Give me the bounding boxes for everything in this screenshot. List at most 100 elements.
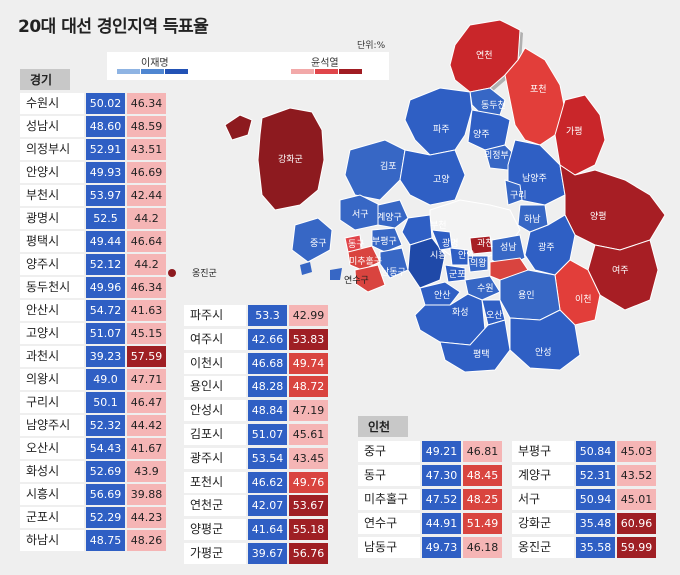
map-label-gyeyang: 계양구 bbox=[377, 211, 402, 223]
map-label-ansan: 안산 bbox=[434, 290, 451, 301]
map-label-seongnam: 성남 bbox=[500, 242, 517, 253]
row-yoon-value: 60.96 bbox=[617, 513, 656, 534]
row-yoon-value: 48.25 bbox=[463, 489, 502, 510]
row-yoon-value: 48.26 bbox=[127, 530, 166, 551]
row-name: 강화군 bbox=[512, 513, 574, 534]
row-yoon-value: 45.03 bbox=[617, 441, 656, 462]
row-lee-value: 52.32 bbox=[86, 415, 125, 436]
map-region-goyang bbox=[399, 149, 466, 206]
row-yoon-value: 59.99 bbox=[617, 537, 656, 558]
map-label-pocheon: 포천 bbox=[530, 84, 547, 95]
leg-lee-swatch bbox=[117, 69, 140, 74]
row-name: 연천군 bbox=[184, 495, 246, 517]
row-yoon-value: 46.81 bbox=[463, 441, 502, 462]
row-name: 하남시 bbox=[20, 530, 84, 551]
row-name: 광주시 bbox=[184, 447, 246, 469]
incheon-section-label: 인천 bbox=[358, 416, 408, 437]
map-label-namyangju: 남양주 bbox=[522, 173, 547, 184]
map-label-hanam: 하남 bbox=[524, 214, 541, 225]
row-lee-value: 47.52 bbox=[422, 489, 461, 510]
row-yoon-value: 43.45 bbox=[289, 447, 328, 469]
map-label-paju: 파주 bbox=[433, 124, 450, 135]
row-yoon-value: 43.52 bbox=[617, 465, 656, 486]
map-region-ansan bbox=[419, 281, 461, 306]
map-label-anseong: 안성 bbox=[535, 347, 552, 358]
map-label-bucheon: 부천 bbox=[430, 220, 447, 231]
map-region-michuhol bbox=[347, 245, 381, 271]
row-yoon-value: 44.23 bbox=[127, 507, 166, 528]
row-lee-value: 48.75 bbox=[86, 530, 125, 551]
row-lee-value: 52.12 bbox=[86, 254, 125, 275]
row-name: 김포시 bbox=[184, 424, 246, 445]
row-name: 의정부시 bbox=[20, 139, 84, 160]
map-region-pyeongtaek bbox=[439, 319, 511, 373]
map-label-siheung: 시흥 bbox=[430, 249, 447, 261]
row-lee-value: 48.60 bbox=[86, 116, 125, 137]
row-name: 시흥시 bbox=[20, 484, 84, 505]
row-lee-value: 49.21 bbox=[422, 441, 461, 462]
row-yoon-value: 41.63 bbox=[127, 300, 166, 321]
row-name: 부천시 bbox=[20, 185, 84, 206]
map-label-ganghwa: 강화군 bbox=[278, 154, 303, 165]
row-yoon-value: 42.99 bbox=[289, 305, 328, 326]
row-yoon-value: 53.67 bbox=[289, 495, 328, 517]
legend: 이재명 윤석열 bbox=[107, 52, 389, 80]
row-name: 동구 bbox=[358, 465, 420, 486]
row-lee-value: 52.5 bbox=[86, 208, 125, 229]
leg-yoon-swatch bbox=[291, 69, 314, 74]
map-label-bupyeong: 부평구 bbox=[372, 236, 397, 247]
row-lee-value: 44.91 bbox=[422, 513, 461, 534]
row-yoon-value: 45.61 bbox=[289, 424, 328, 445]
row-name: 가평군 bbox=[184, 543, 246, 564]
row-yoon-value: 44.42 bbox=[127, 415, 166, 436]
map-region-suwon bbox=[464, 275, 501, 301]
map-region-siheung bbox=[407, 237, 446, 289]
map-label-namdong: 남동구 bbox=[381, 267, 406, 278]
legend-lee-label: 이재명 bbox=[141, 58, 169, 69]
map-region-gapyeong bbox=[554, 94, 606, 176]
row-yoon-value: 46.34 bbox=[127, 277, 166, 298]
map-region-junggu bbox=[291, 217, 333, 263]
row-name: 화성시 bbox=[20, 461, 84, 482]
row-yoon-value: 46.34 bbox=[127, 93, 166, 114]
row-lee-value: 53.97 bbox=[86, 185, 125, 206]
map-region-bupyeong bbox=[371, 227, 403, 253]
row-name: 여주시 bbox=[184, 328, 246, 350]
row-name: 수원시 bbox=[20, 93, 84, 114]
row-lee-value: 51.07 bbox=[248, 424, 287, 445]
row-lee-value: 42.07 bbox=[248, 495, 287, 517]
row-lee-value: 52.91 bbox=[86, 139, 125, 160]
map-label-gapyeong: 가평 bbox=[566, 126, 583, 137]
row-yoon-value: 42.44 bbox=[127, 185, 166, 206]
map-label-goyang: 고양 bbox=[433, 174, 450, 185]
legend-yoon-label: 윤석열 bbox=[311, 58, 339, 69]
map-label-pyeongtaek: 평택 bbox=[473, 349, 490, 360]
row-lee-value: 35.58 bbox=[576, 537, 615, 558]
row-lee-value: 46.68 bbox=[248, 352, 287, 374]
row-lee-value: 49.44 bbox=[86, 231, 125, 252]
map-label-gwangju: 광주 bbox=[538, 241, 555, 253]
row-lee-value: 42.66 bbox=[248, 328, 287, 350]
row-yoon-value: 46.69 bbox=[127, 162, 166, 183]
row-name: 군포시 bbox=[20, 507, 84, 528]
row-lee-value: 49.73 bbox=[422, 537, 461, 558]
row-yoon-value: 39.88 bbox=[127, 484, 166, 505]
map-region-gimpo bbox=[344, 139, 406, 201]
row-name: 남동구 bbox=[358, 537, 420, 558]
row-yoon-value: 53.83 bbox=[289, 328, 328, 350]
map-region-ganghwa-island bbox=[224, 114, 253, 141]
row-yoon-value: 41.67 bbox=[127, 438, 166, 459]
map-label-suwon: 수원 bbox=[477, 283, 494, 294]
row-name: 안성시 bbox=[184, 400, 246, 422]
row-lee-value: 52.31 bbox=[576, 465, 615, 486]
map-region-anseong bbox=[509, 309, 581, 371]
map-region-yangpyeong bbox=[559, 163, 666, 251]
map-label-yeonsu: 연수구 bbox=[344, 275, 369, 286]
row-name: 양주시 bbox=[20, 254, 84, 275]
row-name: 계양구 bbox=[512, 465, 574, 486]
row-name: 고양시 bbox=[20, 323, 84, 344]
map-label-uiwang: 의왕 bbox=[470, 258, 487, 269]
map-region-namdong bbox=[379, 247, 409, 279]
map-label-uijeongbu: 의정부 bbox=[484, 150, 509, 161]
